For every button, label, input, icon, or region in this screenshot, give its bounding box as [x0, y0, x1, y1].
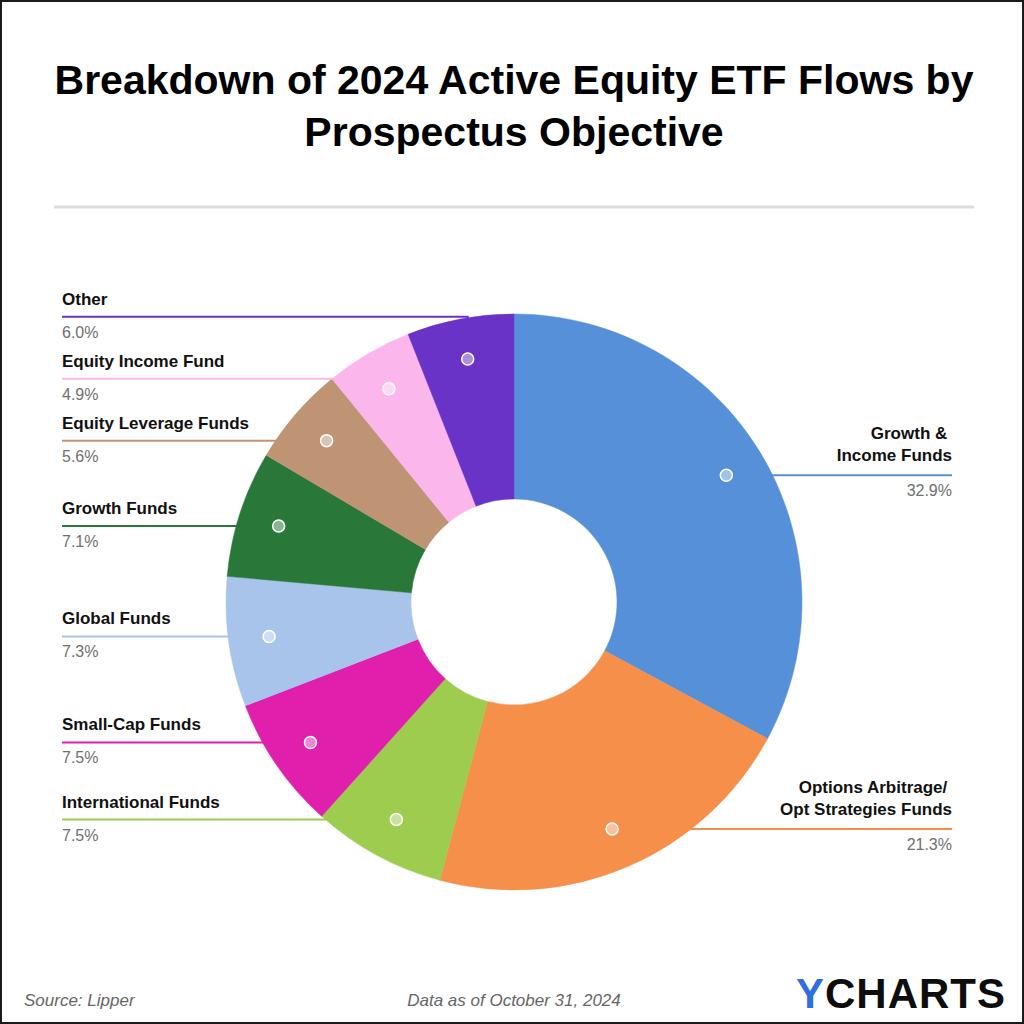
header-rule — [54, 206, 974, 209]
leader-dot — [606, 823, 618, 835]
value-label: 7.5% — [62, 827, 98, 844]
category-label: Growth & Income Funds — [837, 424, 952, 465]
leader-dot — [263, 630, 275, 642]
category-label: Equity Leverage Funds — [62, 414, 249, 433]
slice — [226, 576, 418, 706]
category-label: Options Arbitrage/ Opt Strategies Funds — [780, 778, 952, 819]
value-label: 21.3% — [907, 836, 952, 853]
category-label-line: Income Funds — [837, 446, 952, 465]
value-label: 6.0% — [62, 324, 98, 341]
frame: Breakdown of 2024 Active Equity ETF Flow… — [0, 0, 1024, 1024]
value-label: 5.6% — [62, 448, 98, 465]
category-label: International Funds — [62, 793, 220, 812]
leader-dot — [304, 736, 316, 748]
value-label: 7.5% — [62, 749, 98, 766]
leader-dot — [273, 520, 285, 532]
leader-line — [62, 525, 279, 527]
logo-part: Y — [796, 970, 825, 1017]
leader-line — [62, 819, 396, 821]
value-label: 32.9% — [907, 482, 952, 499]
leader-line — [62, 317, 468, 359]
leader-dot — [720, 469, 732, 481]
value-label: 4.9% — [62, 386, 98, 403]
slice — [408, 314, 514, 506]
logo: YCHARTS — [796, 970, 1006, 1017]
leader-line — [612, 828, 952, 830]
leader-line — [62, 440, 327, 442]
slice — [440, 651, 768, 890]
source: Source: Lipper — [24, 991, 136, 1010]
value-label: 7.1% — [62, 533, 98, 550]
slice — [514, 314, 802, 739]
category-label-line: Growth & — [871, 424, 952, 443]
category-label: Other — [62, 290, 108, 309]
leader-line — [726, 474, 952, 476]
value-label: 7.3% — [62, 643, 98, 660]
logo-part: CHARTS — [825, 970, 1006, 1017]
category-label: Equity Income Fund — [62, 352, 224, 371]
title: Breakdown of 2024 Active Equity ETF Flow… — [54, 54, 974, 158]
labels: Growth & Income Funds 32.9% Options Arbitr… — [62, 290, 952, 853]
category-label: Growth Funds — [62, 499, 177, 518]
leader-dot — [321, 435, 333, 447]
leader-dot — [390, 814, 402, 826]
chart: Growth & Income Funds 32.9% Options Arbitr… — [2, 2, 1024, 1024]
category-label-line: Options Arbitrage/ — [799, 778, 952, 797]
leader-dot — [383, 383, 395, 395]
category-label-line: Opt Strategies Funds — [780, 800, 952, 819]
category-label: Small-Cap Funds — [62, 715, 201, 734]
leader-line — [62, 379, 389, 389]
slices — [226, 314, 802, 890]
leader-dot — [462, 353, 474, 365]
leader-line — [62, 635, 269, 637]
leader-line — [62, 741, 310, 743]
note: Data as of October 31, 2024 — [407, 991, 621, 1010]
category-label: Global Funds — [62, 609, 171, 628]
